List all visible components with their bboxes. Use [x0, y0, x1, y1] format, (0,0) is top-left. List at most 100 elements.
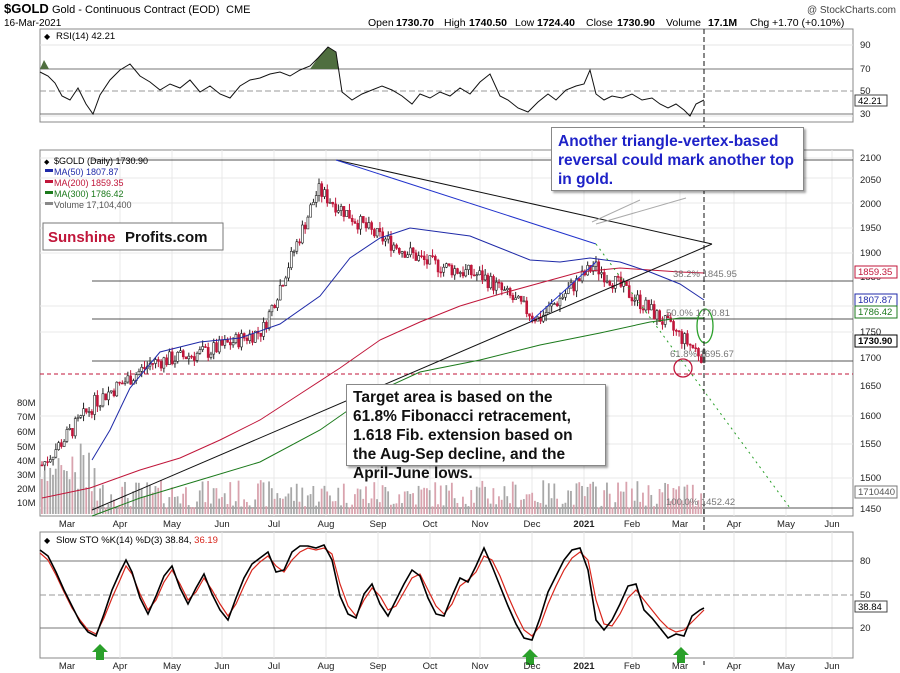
rsi-diamond-icon: ◆: [44, 32, 51, 41]
logo-profits: Profits.com: [125, 229, 208, 246]
price-tick: 2000: [860, 199, 881, 210]
volume-axis: 80M 70M 60M 50M 40M 30M 20M 10M: [17, 398, 36, 509]
candle-body: [605, 280, 609, 283]
candle-body: [284, 277, 288, 286]
annotation-target-area: Target area is based on the 61.8% Fibona…: [346, 384, 606, 482]
volume-bar: [215, 488, 218, 514]
volume-bar: [165, 507, 168, 514]
green-ellipse-marker: [696, 308, 714, 344]
volume-bar: [171, 487, 173, 514]
volume-bar: [290, 487, 293, 514]
candle-body: [168, 351, 171, 365]
volume-bar: [680, 500, 683, 514]
ma50-line: [91, 227, 705, 461]
volume-bar: [481, 480, 484, 514]
candle-body: [436, 259, 440, 273]
volume-tick: 60M: [17, 427, 36, 438]
volume-bar: [43, 470, 46, 514]
volume-bar: [317, 501, 320, 514]
volume-bar: [342, 483, 345, 514]
candle-body: [143, 366, 146, 369]
candle-body: [303, 224, 307, 230]
candle-body: [519, 295, 523, 302]
candle-body: [389, 235, 393, 251]
candle-body: [492, 276, 495, 291]
fib-label-100: 100.0% 1452.42: [666, 497, 735, 508]
candle-body: [212, 342, 216, 355]
volume-bar: [237, 480, 240, 514]
candle-body: [126, 375, 130, 383]
candle-body: [237, 334, 240, 348]
volume-bar: [221, 497, 223, 514]
volume-bar: [426, 488, 428, 514]
volume-bar: [392, 503, 395, 514]
volume-bar: [57, 458, 60, 514]
candle-body: [49, 459, 52, 463]
volume-bar: [60, 465, 63, 514]
candle-body: [445, 263, 448, 268]
candle-body: [173, 361, 177, 365]
volume-bar: [522, 499, 525, 514]
high-label: High: [444, 17, 466, 29]
month-tick: 2021: [573, 519, 595, 530]
candle-body: [442, 266, 445, 273]
candle-body: [578, 278, 581, 282]
candle-body: [511, 295, 515, 301]
candle-body: [566, 287, 570, 294]
candle-body: [414, 252, 418, 261]
volume-bar: [378, 502, 381, 514]
candle-body: [370, 222, 373, 230]
candle-body: [193, 356, 196, 361]
candle-body: [458, 272, 462, 274]
candle-body: [73, 418, 77, 437]
chart-exchange: CME: [226, 4, 250, 16]
volume-bar: [622, 491, 625, 514]
candle-body: [253, 330, 257, 343]
candle-body: [362, 216, 365, 223]
candle-body: [334, 203, 337, 213]
ma200-value-label: 1859.35: [858, 267, 892, 278]
candle-body: [112, 390, 116, 397]
candle-body: [525, 300, 529, 315]
red-circle-marker: [673, 358, 693, 378]
candle-body: [666, 315, 670, 319]
candle-body: [547, 305, 551, 313]
volume-bar: [315, 505, 318, 514]
volume-bar: [683, 486, 686, 514]
volume-bar: [85, 487, 88, 514]
rsi-line: [39, 46, 705, 117]
candle-body: [627, 285, 631, 298]
volume-bar: [387, 491, 390, 514]
candle-body: [359, 216, 362, 230]
candle-body: [625, 280, 628, 286]
candle-body: [289, 251, 293, 269]
volume-bar: [146, 482, 149, 514]
candle-body: [350, 218, 354, 222]
price-tick: 1550: [860, 439, 881, 450]
volume-bar: [431, 506, 434, 514]
candle-body: [43, 461, 47, 466]
volume-bar: [414, 504, 417, 514]
volume-bar: [459, 507, 462, 514]
ma300-line: [91, 317, 704, 517]
price-x-axis: Mar Apr May Jun Jul Aug Sep Oct Nov Dec …: [59, 519, 840, 530]
volume-bar: [298, 501, 301, 514]
candle-body: [96, 395, 99, 407]
candle-body: [317, 183, 321, 196]
volume-bar: [689, 501, 691, 514]
price-tick: 1950: [860, 223, 881, 234]
volume-bar: [82, 455, 85, 514]
trendlines: [91, 159, 791, 511]
candle-body: [265, 322, 268, 330]
volume-bar: [417, 485, 420, 514]
sto-tick: 50: [860, 590, 871, 601]
candle-body: [137, 371, 141, 375]
volume-bar: [556, 498, 558, 514]
volume-bar: [182, 493, 185, 514]
volume-bar: [564, 502, 567, 514]
volume-bar: [268, 481, 270, 514]
candle-body: [367, 222, 371, 229]
volume-bar: [245, 501, 248, 514]
candle-body: [82, 408, 85, 416]
candle-body: [652, 304, 656, 320]
